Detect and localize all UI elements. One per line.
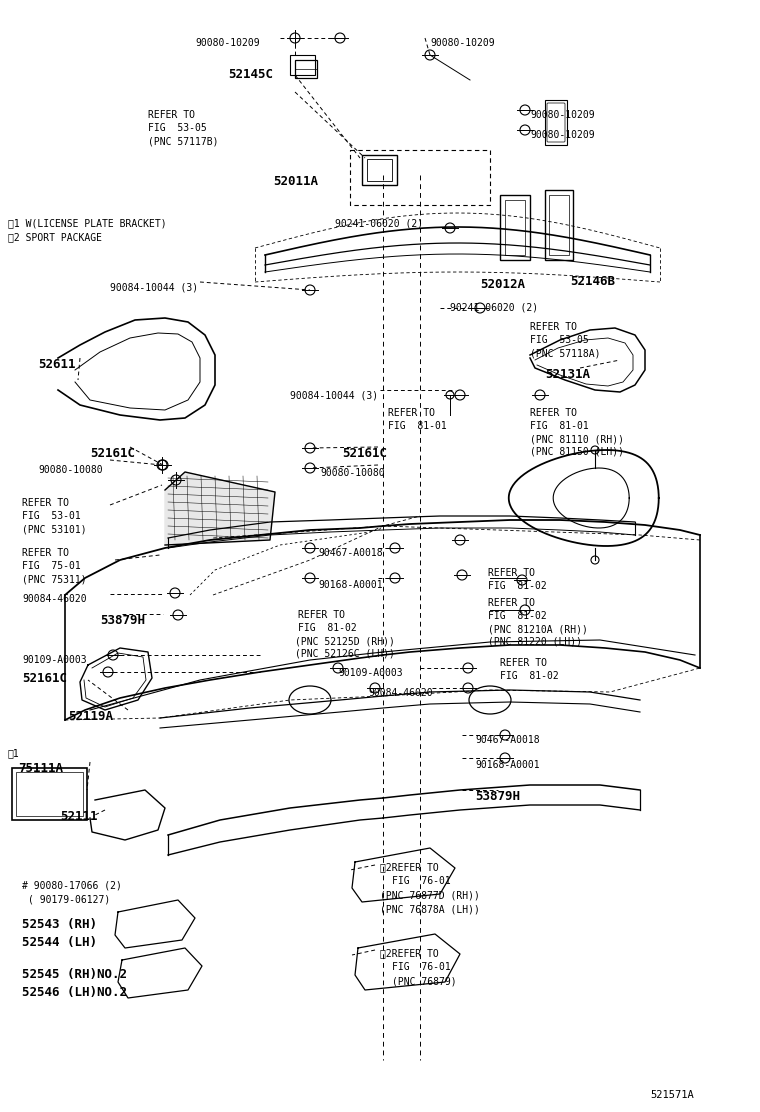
Text: 52145C: 52145C [228,68,273,81]
Text: REFER TO: REFER TO [530,408,577,418]
Bar [367,159,392,181]
Text: FIG  76-01: FIG 76-01 [392,876,451,886]
Text: ( 90179-06127): ( 90179-06127) [28,894,110,904]
Text: REFER TO: REFER TO [388,408,435,418]
Text: REFER TO: REFER TO [488,598,535,608]
Text: 90084-10044 (3): 90084-10044 (3) [110,282,198,292]
Text: REFER TO: REFER TO [148,110,195,120]
Bar [362,155,397,185]
Text: (PNC 57117B): (PNC 57117B) [148,136,219,146]
Text: 75111A: 75111A [18,762,63,775]
Text: ※2REFER TO: ※2REFER TO [380,949,439,959]
Bar [549,195,569,255]
Text: 52544 (LH): 52544 (LH) [22,936,97,949]
Text: 52545 (RH)NO.2: 52545 (RH)NO.2 [22,969,127,981]
Text: (PNC 76879): (PNC 76879) [392,976,457,986]
Text: (PNC 76877D (RH)): (PNC 76877D (RH)) [380,890,480,900]
Text: FIG  81-02: FIG 81-02 [488,580,546,590]
Bar [16,772,83,816]
Text: 53879H: 53879H [475,790,520,803]
Text: 90241-06020 (2): 90241-06020 (2) [450,302,538,312]
Text: REFER TO: REFER TO [500,658,547,668]
Text: FIG  53-01: FIG 53-01 [22,512,81,522]
Text: FIG  81-01: FIG 81-01 [388,421,447,431]
Text: (PNC 76878A (LH)): (PNC 76878A (LH)) [380,904,480,914]
Text: 90109-A0003: 90109-A0003 [338,668,403,678]
Text: 90467-A0018: 90467-A0018 [318,548,382,558]
Text: 90467-A0018: 90467-A0018 [475,735,540,745]
Text: REFER TO: REFER TO [22,548,69,558]
Text: ※2REFER TO: ※2REFER TO [380,862,439,872]
Bar [545,100,567,145]
Text: 52119A: 52119A [68,709,113,723]
Text: (PNC 81150 (LH)): (PNC 81150 (LH)) [530,447,624,457]
Text: REFER TO: REFER TO [298,610,345,620]
Text: 52146B: 52146B [570,275,615,288]
Text: (PNC 81110 (RH)): (PNC 81110 (RH)) [530,434,624,444]
Text: 90080-10209: 90080-10209 [530,110,594,120]
Bar [505,200,525,255]
Text: FIG  81-02: FIG 81-02 [298,623,356,633]
Bar [295,60,317,78]
Text: FIG  53-05: FIG 53-05 [148,123,207,133]
Text: FIG  75-01: FIG 75-01 [22,560,81,570]
Text: 90084-46020: 90084-46020 [22,594,87,604]
Text: 52161C: 52161C [90,447,135,460]
Text: FIG  53-05: FIG 53-05 [530,335,589,345]
Text: (PNC 81210A (RH)): (PNC 81210A (RH)) [488,624,588,634]
Text: FIG  81-02: FIG 81-02 [500,671,559,681]
Text: 90080-10209: 90080-10209 [195,38,260,48]
Text: REFER TO: REFER TO [530,322,577,332]
Text: FIG  76-01: FIG 76-01 [392,962,451,972]
Text: 90168-A0001: 90168-A0001 [475,759,540,770]
Text: 52012A: 52012A [480,278,525,291]
Text: 52161C: 52161C [342,447,387,460]
Text: 52011A: 52011A [273,175,318,188]
Text: (PNC 52125D (RH)): (PNC 52125D (RH)) [295,636,395,646]
Text: 52611: 52611 [38,358,75,371]
Text: REFER TO: REFER TO [488,568,535,578]
Text: REFER TO: REFER TO [22,498,69,508]
Text: ※1 W(LICENSE PLATE BRACKET): ※1 W(LICENSE PLATE BRACKET) [8,218,166,228]
Bar [290,54,315,75]
Text: # 90080-17066 (2): # 90080-17066 (2) [22,880,122,890]
Text: 52111: 52111 [60,810,97,823]
Text: ※2 SPORT PACKAGE: ※2 SPORT PACKAGE [8,232,102,242]
Text: 90080-10080: 90080-10080 [38,465,103,475]
Text: (PNC 57118A): (PNC 57118A) [530,348,600,358]
Bar [545,190,573,260]
Text: 90084-46020: 90084-46020 [368,688,432,698]
Text: (PNC 52126C (LH)): (PNC 52126C (LH)) [295,649,395,659]
Text: 90241-06020 (2): 90241-06020 (2) [335,218,423,228]
Bar [500,195,530,260]
Text: (PNC 53101): (PNC 53101) [22,524,87,534]
Text: 52161C: 52161C [22,672,67,685]
Text: 52543 (RH): 52543 (RH) [22,919,97,931]
Text: ※1: ※1 [8,748,20,758]
Text: 53879H: 53879H [100,614,145,627]
Text: 52131A: 52131A [545,368,590,381]
Text: 52546 (LH)NO.2: 52546 (LH)NO.2 [22,986,127,999]
Text: 521571A: 521571A [650,1090,694,1100]
Text: 90080-10209: 90080-10209 [430,38,495,48]
Text: 90084-10044 (3): 90084-10044 (3) [290,390,378,400]
Text: 90080-10080: 90080-10080 [320,468,385,478]
Text: FIG  81-02: FIG 81-02 [488,610,546,620]
Polygon shape [165,471,275,545]
Bar [12,768,87,820]
Text: FIG  81-01: FIG 81-01 [530,421,589,431]
Text: (PNC 81220 (LH)): (PNC 81220 (LH)) [488,637,582,647]
Text: 90168-A0001: 90168-A0001 [318,580,382,590]
Text: (PNC 75311): (PNC 75311) [22,574,87,584]
Text: 90109-A0003: 90109-A0003 [22,655,87,665]
Text: 90080-10209: 90080-10209 [530,130,594,140]
